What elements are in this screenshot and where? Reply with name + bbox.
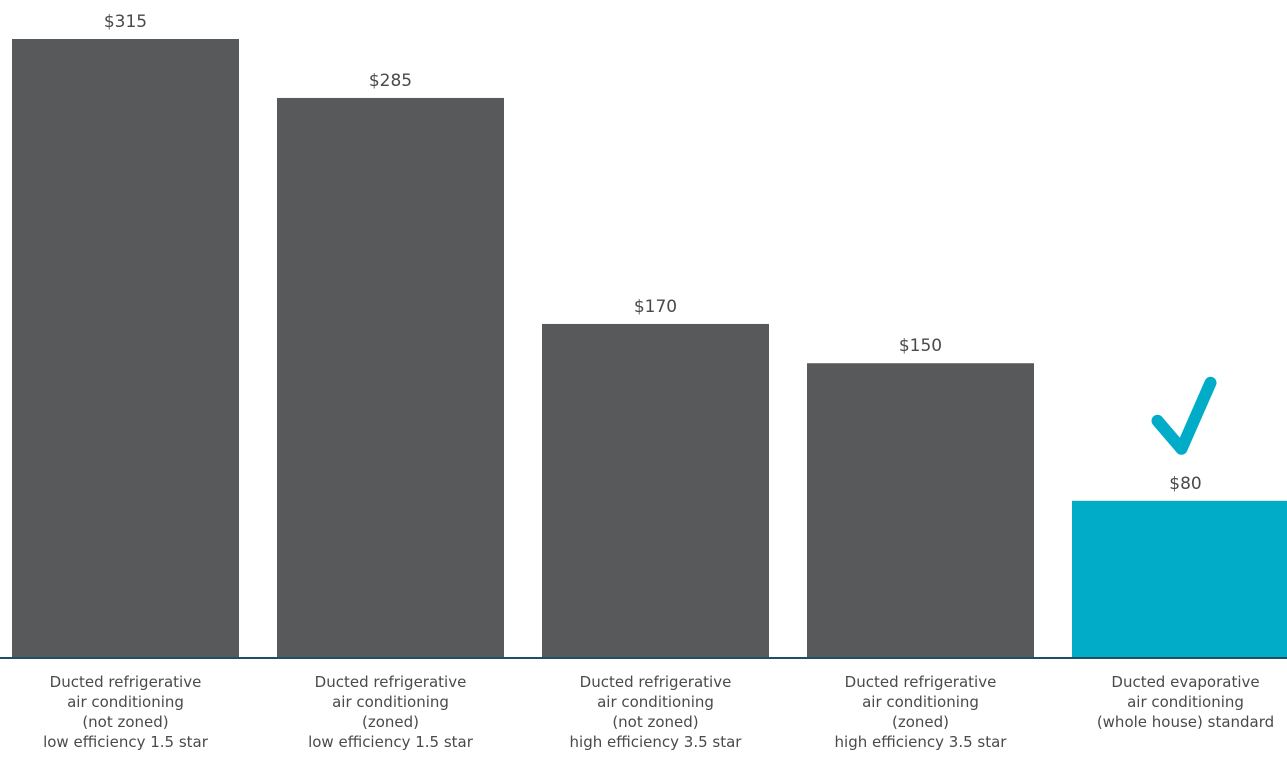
category-label-line: (zoned) [362, 713, 419, 731]
category-label-line: Ducted evaporative [1111, 673, 1259, 691]
category-label-line: air conditioning [332, 693, 449, 711]
category-label-line: Ducted refrigerative [580, 673, 732, 691]
labels-layer: $315 Ducted refrigerative air conditioning… [43, 12, 1274, 751]
value-label-1: $315 [104, 12, 147, 32]
category-label-line: (not zoned) [82, 713, 168, 731]
value-label-2: $285 [369, 71, 412, 91]
category-label-line: Ducted refrigerative [50, 673, 202, 691]
category-label-line: Ducted refrigerative [845, 673, 997, 691]
category-label-5: Ducted evaporative air conditioning (whole… [1097, 673, 1274, 731]
checkmark-icon [1151, 376, 1217, 455]
category-label-line: low efficiency 1.5 star [43, 733, 209, 751]
value-label-4: $150 [899, 336, 942, 356]
category-label-line: air conditioning [862, 693, 979, 711]
bar-3 [542, 323, 769, 658]
category-label-4: Ducted refrigerative air conditioning (zon… [835, 673, 1008, 751]
bar-2 [277, 97, 504, 658]
category-label-2: Ducted refrigerative air conditioning (zon… [308, 673, 474, 751]
category-label-line: low efficiency 1.5 star [308, 733, 474, 751]
category-label-line: high efficiency 3.5 star [835, 733, 1008, 751]
bar-5 [1072, 500, 1287, 658]
category-label-1: Ducted refrigerative air conditioning (not… [43, 673, 209, 751]
category-label-line: (zoned) [892, 713, 949, 731]
value-label-3: $170 [634, 297, 677, 317]
bar-1 [12, 39, 239, 658]
category-label-line: air conditioning [1127, 693, 1244, 711]
category-label-line: Ducted refrigerative [315, 673, 467, 691]
value-label-5: $80 [1169, 474, 1201, 494]
category-label-line: high efficiency 3.5 star [570, 733, 743, 751]
category-label-line: (not zoned) [612, 713, 698, 731]
bar-4 [807, 363, 1034, 658]
category-label-line: air conditioning [67, 693, 184, 711]
category-label-line: (whole house) standard [1097, 713, 1274, 731]
category-label-3: Ducted refrigerative air conditioning (not… [570, 673, 743, 751]
category-label-line: air conditioning [597, 693, 714, 711]
bars-layer [12, 39, 1287, 658]
